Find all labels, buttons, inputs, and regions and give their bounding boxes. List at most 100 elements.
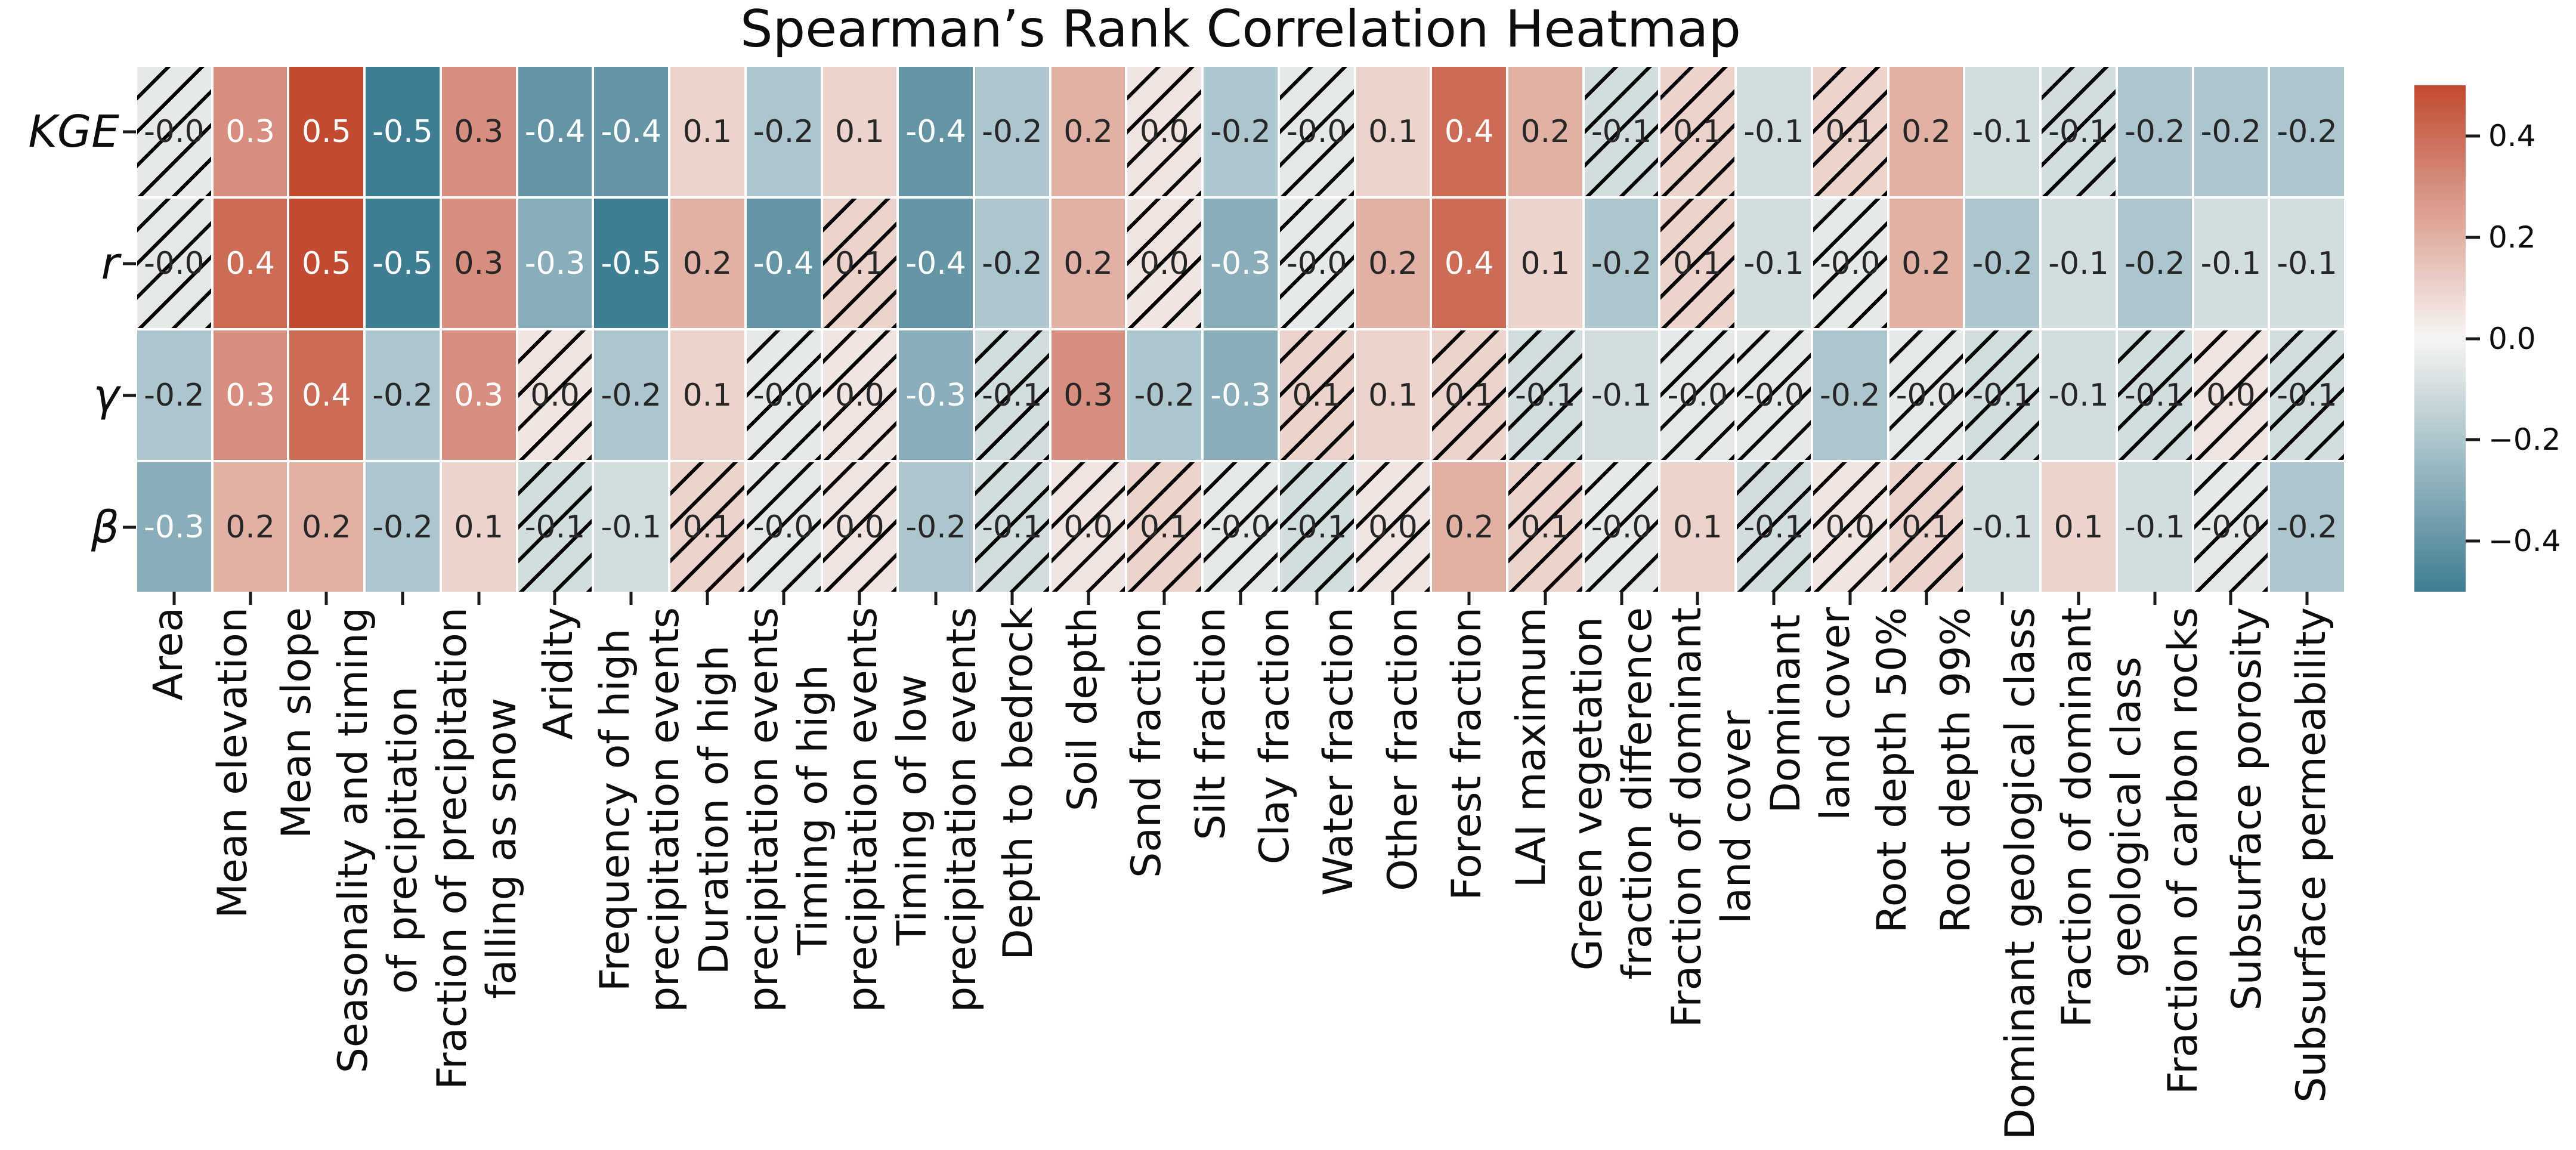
- x-tick-label: Dominant land cover: [1762, 607, 1859, 821]
- cell-value: -0.1: [2048, 377, 2109, 413]
- x-tick-mark: [1620, 592, 1623, 605]
- heatmap-cell: -0.2: [746, 67, 821, 196]
- x-tick-label: Timing of high precipitation events: [790, 607, 887, 1013]
- cell-value: -0.1: [1286, 509, 1347, 545]
- cell-value: -0.4: [524, 113, 586, 150]
- heatmap-cell: -0.4: [518, 67, 592, 196]
- heatmap-cell: 0.1: [1660, 462, 1735, 592]
- heatmap-cell: -0.2: [137, 330, 211, 460]
- x-label-cell: Fraction of precipitation falling as sno…: [428, 607, 527, 1148]
- heatmap-cell: -0.0: [1584, 462, 1659, 592]
- x-label-cell: Area: [137, 607, 201, 1148]
- cell-value: -0.1: [2277, 377, 2337, 413]
- cell-value: 0.3: [454, 113, 504, 150]
- cell-value: -0.2: [2277, 509, 2337, 545]
- cell-value: -0.4: [905, 113, 966, 150]
- x-tick-mark: [401, 592, 404, 605]
- heatmap-cell: -0.1: [1584, 67, 1659, 196]
- cell-value: -0.2: [1591, 245, 1652, 282]
- x-tick-mark: [782, 592, 786, 605]
- cell-value: 0.1: [1368, 113, 1418, 150]
- x-label-cell: Other fraction: [1372, 607, 1436, 1148]
- cell-value: 0.5: [301, 113, 351, 150]
- heatmap-cell: -0.0: [1889, 330, 1963, 460]
- cell-value: 0.2: [1901, 245, 1951, 282]
- cell-value: -0.1: [982, 509, 1043, 545]
- x-label-cell: Forest fraction: [1436, 607, 1499, 1148]
- cell-value: 0.1: [1139, 509, 1189, 545]
- heatmap-cell: 0.1: [822, 67, 897, 196]
- x-label-cell: Subsurface permeability: [2280, 607, 2344, 1148]
- cell-value: -0.0: [2200, 509, 2262, 545]
- cell-value: -0.0: [753, 509, 814, 545]
- x-tick-label: Root depth 99%: [1932, 607, 1980, 933]
- x-tick-label: Subsurface porosity: [2224, 607, 2271, 1011]
- heatmap-cell: 0.2: [1508, 67, 1582, 196]
- heatmap-cell: -0.2: [366, 462, 440, 592]
- heatmap-cell: -0.2: [2117, 199, 2192, 328]
- x-tick-label: Subsurface permeability: [2287, 607, 2335, 1103]
- x-label-cell: Sand fraction: [1115, 607, 1179, 1148]
- colorbar-tick-label: 0.2: [2488, 220, 2536, 255]
- heatmap-cell: 0.3: [213, 330, 287, 460]
- x-tick-label: Mean slope: [273, 607, 321, 839]
- colorbar-tick-label: −0.4: [2488, 524, 2561, 559]
- cell-value: 0.2: [1520, 113, 1570, 150]
- cell-value: -0.3: [144, 509, 205, 545]
- cell-value: -0.1: [1743, 113, 1804, 150]
- heatmap-cell: -0.2: [1127, 330, 1202, 460]
- cell-value: 0.1: [682, 377, 732, 413]
- cell-value: 0.3: [454, 377, 504, 413]
- heatmap-cell: 0.3: [1051, 330, 1125, 460]
- cell-value: -0.2: [2124, 245, 2185, 282]
- heatmap-cell: 0.5: [289, 199, 364, 328]
- x-label-cell: LAI maximum: [1499, 607, 1563, 1148]
- cell-value: -0.4: [601, 113, 661, 150]
- heatmap-cell: -0.1: [1737, 199, 1811, 328]
- cell-value: 0.1: [1672, 113, 1723, 150]
- cell-value: 0.2: [1063, 245, 1113, 282]
- cell-value: -0.0: [1667, 377, 1728, 413]
- heatmap-cell: -0.1: [518, 462, 592, 592]
- heatmap-cell: 0.4: [1432, 199, 1507, 328]
- heatmap-cell: -0.1: [1965, 462, 2040, 592]
- x-label-cell: Timing of low precipitation events: [888, 607, 987, 1148]
- x-tick-label: Seasonality and timing of precipitation: [330, 607, 427, 1074]
- x-tick-mark: [249, 592, 252, 605]
- cell-value: 0.1: [682, 113, 732, 150]
- colorbar-tick-mark: [2466, 337, 2480, 340]
- y-tick-mark: [123, 130, 136, 133]
- heatmap-cell: -0.0: [746, 462, 821, 592]
- cell-value: -0.2: [2200, 113, 2262, 150]
- cell-value: 0.1: [1672, 509, 1723, 545]
- heatmap-cell: -0.1: [2117, 330, 2192, 460]
- cell-value: -0.1: [2277, 245, 2337, 282]
- heatmap-cell: -0.4: [594, 67, 669, 196]
- x-tick-label: Mean elevation: [209, 607, 256, 919]
- heatmap-cell: -0.4: [746, 199, 821, 328]
- heatmap-cell: -0.2: [594, 330, 669, 460]
- heatmap-cell: -0.0: [1204, 462, 1278, 592]
- cell-value: -0.1: [1972, 113, 2033, 150]
- colorbar: [2414, 85, 2466, 592]
- heatmap-cell: 0.1: [441, 462, 516, 592]
- x-label-cell: Mean elevation: [201, 607, 265, 1148]
- cell-value: 0.1: [454, 509, 504, 545]
- cell-value: 0.1: [1520, 245, 1570, 282]
- heatmap-grid: -0.0 0.3 0.5 -0.5 0.3 -0.4 -0.4 0.1 -0.2 0.1 -0.4-…: [137, 67, 2344, 592]
- heatmap-cell: -0.0: [1660, 330, 1735, 460]
- x-tick-mark: [2229, 592, 2232, 605]
- heatmap-cell: -0.1: [1508, 330, 1582, 460]
- x-label-cell: Root depth 99%: [1925, 607, 1989, 1148]
- x-label-cell: Soil depth: [1052, 607, 1115, 1148]
- cell-value: 0.1: [1901, 509, 1951, 545]
- cell-value: -0.1: [1591, 113, 1652, 150]
- cell-value: 0.1: [1368, 377, 1418, 413]
- cell-value: 0.1: [2054, 509, 2104, 545]
- heatmap-cell: -0.1: [2042, 67, 2116, 196]
- heatmap-cell: -0.0: [1279, 67, 1354, 196]
- cell-value: 0.3: [225, 113, 275, 150]
- cell-value: -0.2: [1210, 113, 1271, 150]
- heatmap-cell: -0.3: [1204, 330, 1278, 460]
- cell-value: -0.2: [601, 377, 661, 413]
